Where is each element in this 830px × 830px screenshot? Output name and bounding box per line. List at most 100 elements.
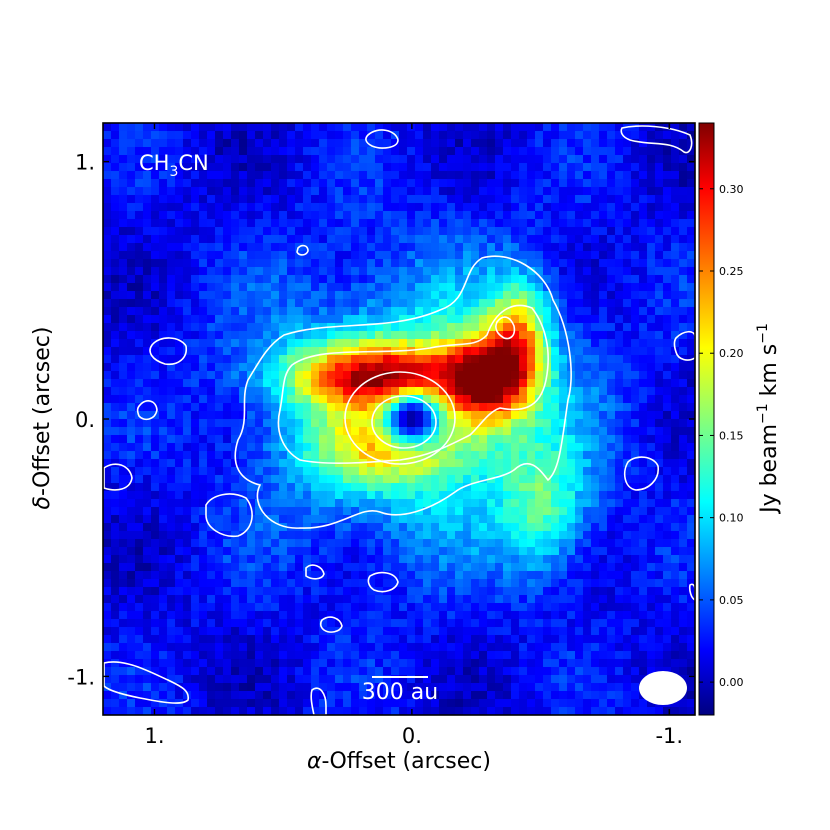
heatmap-cell <box>519 195 528 204</box>
heatmap-cell <box>287 507 296 516</box>
heatmap-cell <box>239 227 248 236</box>
heatmap-cell <box>591 267 600 276</box>
heatmap-cell <box>279 275 288 284</box>
heatmap-cell <box>407 611 416 620</box>
heatmap-cell <box>471 235 480 244</box>
heatmap-cell <box>455 611 464 620</box>
heatmap-cell <box>527 123 536 132</box>
heatmap-cell <box>279 619 288 628</box>
heatmap-cell <box>167 683 176 692</box>
heatmap-cell <box>511 643 520 652</box>
heatmap-cell <box>311 659 320 668</box>
heatmap-cell <box>623 595 632 604</box>
heatmap-cell <box>543 235 552 244</box>
heatmap-cell <box>111 515 120 524</box>
heatmap-cell <box>279 299 288 308</box>
heatmap-cell <box>199 387 208 396</box>
heatmap-cell <box>255 403 264 412</box>
heatmap-cell <box>439 355 448 364</box>
heatmap-cell <box>391 227 400 236</box>
heatmap-cell <box>175 267 184 276</box>
heatmap-cell <box>247 155 256 164</box>
heatmap-cell <box>407 211 416 220</box>
heatmap-cell <box>391 187 400 196</box>
heatmap-cell <box>455 267 464 276</box>
heatmap-cell <box>263 283 272 292</box>
heatmap-cell <box>615 451 624 460</box>
heatmap-cell <box>135 659 144 668</box>
heatmap-cell <box>159 459 168 468</box>
heatmap-cell <box>247 579 256 588</box>
heatmap-cell <box>479 619 488 628</box>
heatmap-cell <box>615 155 624 164</box>
heatmap-cell <box>591 243 600 252</box>
heatmap-cell <box>111 283 120 292</box>
heatmap-cell <box>551 563 560 572</box>
heatmap-cell <box>567 435 576 444</box>
heatmap-cell <box>607 395 616 404</box>
heatmap-cell <box>503 227 512 236</box>
heatmap-cell <box>359 355 368 364</box>
heatmap-cell <box>527 627 536 636</box>
heatmap-cell <box>607 171 616 180</box>
heatmap-cell <box>375 299 384 308</box>
heatmap-cell <box>607 707 616 715</box>
heatmap-cell <box>367 291 376 300</box>
heatmap-cell <box>215 163 224 172</box>
heatmap-cell <box>319 435 328 444</box>
heatmap-cell <box>623 371 632 380</box>
heatmap-cell <box>263 571 272 580</box>
heatmap-cell <box>623 507 632 516</box>
heatmap-cell <box>591 219 600 228</box>
heatmap-cell <box>127 611 136 620</box>
heatmap-cell <box>239 403 248 412</box>
heatmap-cell <box>447 603 456 612</box>
heatmap-cell <box>623 323 632 332</box>
heatmap-cell <box>183 323 192 332</box>
heatmap-cell <box>471 187 480 196</box>
heatmap-cell <box>439 579 448 588</box>
heatmap-cell <box>183 147 192 156</box>
heatmap-cell <box>575 179 584 188</box>
heatmap-cell <box>103 699 112 708</box>
heatmap-cell <box>255 563 264 572</box>
heatmap-cell <box>119 267 128 276</box>
heatmap-cell <box>415 139 424 148</box>
heatmap-cell <box>343 627 352 636</box>
heatmap-cell <box>455 131 464 140</box>
heatmap-cell <box>431 595 440 604</box>
heatmap-cell <box>319 467 328 476</box>
heatmap-cell <box>167 291 176 300</box>
heatmap-cell <box>279 587 288 596</box>
heatmap-cell <box>503 275 512 284</box>
heatmap-cell <box>151 491 160 500</box>
heatmap-cell <box>135 187 144 196</box>
heatmap-cell <box>255 323 264 332</box>
heatmap-cell <box>167 251 176 260</box>
heatmap-cell <box>607 563 616 572</box>
heatmap-cell <box>519 667 528 676</box>
heatmap-cell <box>599 195 608 204</box>
heatmap-cell <box>231 259 240 268</box>
heatmap-cell <box>303 323 312 332</box>
heatmap-cell <box>263 331 272 340</box>
heatmap-cell <box>159 259 168 268</box>
heatmap-cell <box>471 251 480 260</box>
heatmap-cell <box>167 163 176 172</box>
heatmap-cell <box>319 139 328 148</box>
heatmap-cell <box>487 427 496 436</box>
heatmap-cell <box>615 667 624 676</box>
heatmap-cell <box>127 483 136 492</box>
heatmap-cell <box>279 315 288 324</box>
heatmap-cell <box>415 355 424 364</box>
heatmap-cell <box>431 531 440 540</box>
heatmap-cell <box>487 147 496 156</box>
heatmap-cell <box>199 243 208 252</box>
heatmap-cell <box>447 459 456 468</box>
heatmap-cell <box>407 259 416 268</box>
heatmap-cell <box>127 323 136 332</box>
heatmap-cell <box>335 515 344 524</box>
heatmap-cell <box>151 539 160 548</box>
heatmap-cell <box>551 139 560 148</box>
heatmap-cell <box>615 131 624 140</box>
